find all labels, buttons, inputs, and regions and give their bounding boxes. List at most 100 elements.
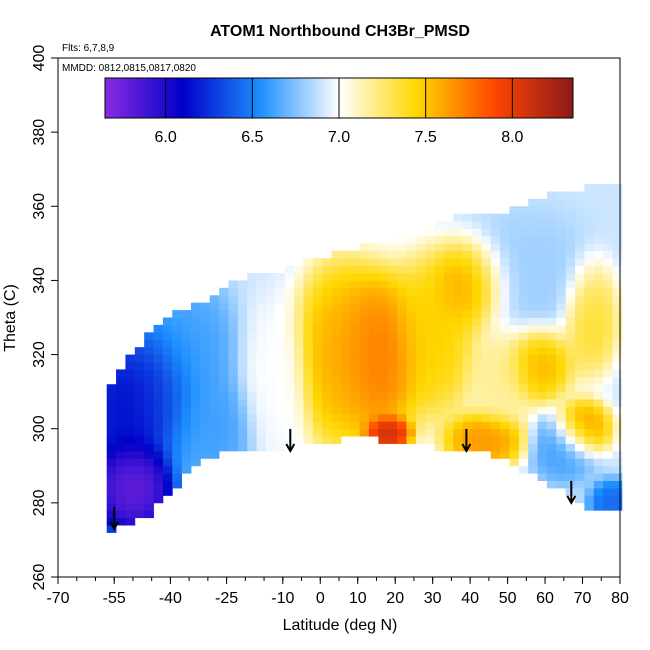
heatmap-cell [537,406,548,415]
heatmap-cell [162,428,173,437]
heatmap-cell [350,413,361,422]
heatmap-cell [415,317,426,326]
heatmap-cell [490,428,501,437]
heatmap-cell [294,436,304,444]
heatmap-cell [453,384,464,393]
heatmap-cell [584,495,595,504]
heatmap-cell [191,354,201,363]
heatmap-cell [537,310,548,318]
heatmap-cell [500,369,510,378]
heatmap-cell [425,361,435,370]
chart-title: ATOM1 Northbound CH3Br_PMSD [210,23,470,40]
heatmap-cell [181,361,192,370]
heatmap-cell [340,317,351,326]
heatmap-cell [453,339,464,348]
heatmap-cell [425,421,435,430]
heatmap-cell [312,332,323,341]
heatmap-cell [191,339,201,348]
heatmap-cell [340,361,351,370]
heatmap-cell [537,324,548,333]
heatmap-cell [378,280,389,289]
heatmap-cell [134,428,145,437]
heatmap-cell [350,273,361,281]
heatmap-cell [518,258,529,266]
heatmap-cell [509,428,520,437]
heatmap-cell [453,399,464,407]
heatmap-cell [556,428,567,437]
heatmap-cell [481,243,492,252]
heatmap-cell [528,324,538,333]
heatmap-cell [228,280,239,289]
heatmap-cell [200,443,211,452]
heatmap-cell [584,488,595,496]
heatmap-cell [528,436,538,444]
heatmap-cell [546,473,557,482]
heatmap-cell [528,458,538,467]
heatmap-cell [434,295,445,304]
heatmap-cell [387,243,398,252]
heatmap-cell [462,302,473,311]
heatmap-cell [490,354,501,363]
heatmap-cell [481,354,492,363]
heatmap-cell [537,228,548,237]
heatmap-cell [340,273,351,281]
arrow-marker [461,428,472,453]
heatmap-cell [556,399,567,407]
heatmap-cell [125,443,136,452]
heatmap-cell [556,206,567,215]
heatmap-cell [144,458,154,467]
heatmap-cell [612,376,623,385]
heatmap-cell [565,280,576,289]
heatmap-cell [518,317,529,326]
y-tick-label: 260 [31,564,48,591]
heatmap-cell [584,391,595,400]
heatmap-cell [247,406,257,415]
heatmap-cell [537,473,548,482]
heatmap-cell [434,302,445,311]
heatmap-cell [415,369,426,378]
heatmap-cell [172,399,183,407]
heatmap-cell [528,243,538,252]
heatmap-cell [406,324,417,333]
heatmap-cell [247,324,257,333]
heatmap-cell [144,361,154,370]
heatmap-cell [125,488,136,496]
heatmap-cell [368,347,379,355]
heatmap-cell [500,406,510,415]
heatmap-cell [612,480,623,489]
heatmap-cell [584,235,595,244]
heatmap-cell [387,280,398,289]
heatmap-cell [612,198,623,207]
heatmap-cell [434,428,445,437]
heatmap-cell [556,443,567,452]
heatmap-cell [518,250,529,259]
heatmap-cell [200,317,211,326]
heatmap-cell [275,428,286,437]
heatmap-cell [425,302,435,311]
heatmap-cell [481,280,492,289]
heatmap-cell [284,413,295,422]
heatmap-cell [518,295,529,304]
heatmap-cell [247,273,257,281]
heatmap-cell [490,436,501,444]
heatmap-cell [603,213,613,222]
heatmap-cell [425,280,435,289]
heatmap-cell [219,384,229,393]
heatmap-cell [490,384,501,393]
heatmap-cell [209,310,220,318]
heatmap-cell [294,369,304,378]
heatmap-cell [537,354,548,363]
heatmap-cell [378,399,389,407]
heatmap-cell [106,384,117,393]
heatmap-cell [593,280,604,289]
heatmap-cell [528,310,538,318]
heatmap-cell [481,413,492,422]
heatmap-cell [350,295,361,304]
heatmap-cell [462,287,473,296]
heatmap-cell [312,391,323,400]
heatmap-cell [181,458,192,467]
x-tick-label: 70 [574,590,592,607]
heatmap-cell [181,391,192,400]
heatmap-cell [275,406,286,415]
heatmap-cell [537,369,548,378]
